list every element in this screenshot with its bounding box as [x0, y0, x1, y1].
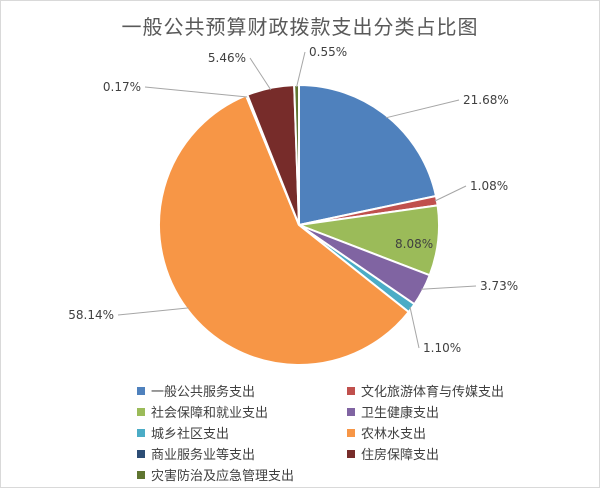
legend-item: 农林水支出 — [347, 423, 557, 442]
legend-item: 文化旅游体育与传媒支出 — [347, 381, 557, 400]
data-label: 3.73% — [480, 279, 518, 293]
data-label: 5.46% — [208, 51, 246, 65]
leader-line — [249, 57, 272, 91]
leader-line — [409, 306, 420, 349]
leader-line — [421, 285, 477, 290]
legend-item: 住房保障支出 — [347, 444, 557, 463]
leader-line — [434, 185, 467, 202]
legend-swatch — [347, 428, 355, 437]
legend-swatch — [347, 407, 355, 416]
legend-label: 社会保障和就业支出 — [151, 406, 269, 421]
chart-title: 一般公共预算财政拨款支出分类占比图 — [121, 15, 479, 39]
legend-label: 文化旅游体育与传媒支出 — [361, 385, 505, 400]
legend-swatch — [137, 449, 145, 458]
legend-label: 卫生健康支出 — [361, 406, 440, 421]
legend: 一般公共服务支出 文化旅游体育与传媒支出社会保障和就业支出 卫生健康支出城乡社区支出… — [137, 381, 557, 484]
legend-item: 卫生健康支出 — [347, 402, 557, 421]
pie-slice — [158, 94, 411, 366]
legend-label: 城乡社区支出 — [151, 427, 230, 442]
leader-line — [117, 307, 189, 316]
legend-label: 灾害防治及应急管理支出 — [151, 469, 295, 484]
legend-swatch — [347, 449, 355, 458]
data-label: 0.55% — [309, 45, 347, 59]
leader-line — [385, 99, 460, 119]
legend-item: 一般公共服务支出 — [137, 381, 347, 400]
legend-label: 住房保障支出 — [361, 448, 440, 463]
data-label: 0.17% — [103, 80, 141, 94]
legend-swatch — [347, 386, 355, 395]
legend-label: 农林水支出 — [361, 427, 427, 442]
data-label: 1.10% — [423, 341, 461, 355]
legend-swatch — [137, 428, 145, 437]
leader-line — [144, 86, 248, 98]
legend-label: 商业服务业等支出 — [151, 448, 256, 463]
data-label: 21.68% — [463, 93, 509, 107]
legend-item: 社会保障和就业支出 — [137, 402, 347, 421]
legend-label: 一般公共服务支出 — [151, 385, 256, 400]
legend-item: 城乡社区支出 — [137, 423, 347, 442]
legend-swatch — [137, 470, 145, 479]
data-label: 58.14% — [68, 308, 114, 322]
data-label: 8.08% — [395, 237, 433, 251]
pie-slice — [298, 83, 438, 227]
data-label: 1.08% — [470, 179, 508, 193]
legend-item: 灾害防治及应急管理支出 — [137, 465, 347, 484]
legend-swatch — [137, 386, 145, 395]
leader-line — [296, 51, 306, 88]
legend-item: 商业服务业等支出 — [137, 444, 347, 463]
legend-swatch — [137, 407, 145, 416]
